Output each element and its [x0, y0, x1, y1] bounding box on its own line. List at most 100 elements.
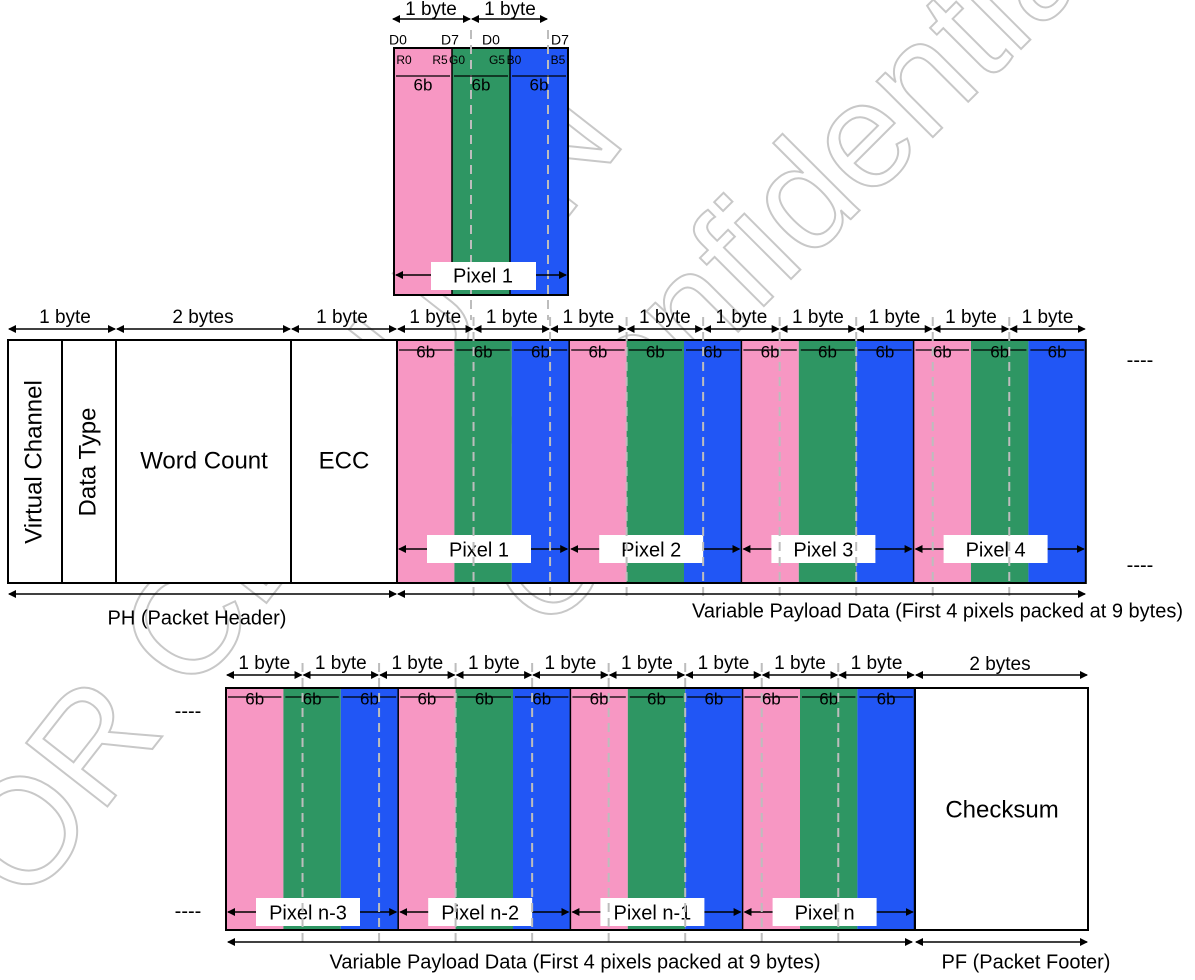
payload_bottom-pixel-2-blue-segment	[513, 688, 571, 930]
payload_bottom-pixel-2-green-segment	[455, 688, 513, 930]
payload_top-6b-label: 6b	[761, 342, 780, 361]
payload_bottom-pixel-1-red-segment	[226, 688, 284, 930]
payload_bottom-6b-label: 6b	[532, 689, 551, 708]
payload_bottom-6b-label: 6b	[475, 689, 494, 708]
pixel-detail-bit-marker: D0	[482, 32, 500, 48]
payload_bottom-pixel-label-2: Pixel n-2	[441, 902, 519, 924]
pixel-detail-6b-label: 6b	[472, 75, 491, 94]
payload_bottom-pixel-label-bg	[772, 898, 877, 926]
payload_top-6b-label: 6b	[703, 342, 722, 361]
payload_top-pixel-label-bg	[599, 535, 704, 563]
field-ecc: ECC	[319, 447, 370, 474]
payload_top-6b-label: 6b	[474, 342, 493, 361]
payload_bottom-pixel-3-green-segment	[627, 688, 686, 930]
payload_bottom-6b-label: 6b	[360, 689, 379, 708]
payload-top-continuation: ----	[1127, 349, 1154, 371]
payload_bottom-pixel-label-bg	[428, 898, 533, 926]
pixel-detail-pixel-label: Pixel 1	[453, 265, 513, 287]
payload_bottom-6b-label: 6b	[762, 689, 781, 708]
payload_bottom-pixel-label-bg	[256, 898, 360, 926]
payload_bottom-6b-label: 6b	[590, 689, 609, 708]
payload_bottom-6b-label: 6b	[819, 689, 838, 708]
payload_top-6b-label: 6b	[875, 342, 894, 361]
payload_top-6b-label: 6b	[933, 342, 952, 361]
payload_top-pixel-label-4: Pixel 4	[966, 539, 1026, 561]
payload_bottom-pixel-1-green-segment	[283, 688, 341, 930]
payload-top-caption: Variable Payload Data (First 4 pixels pa…	[692, 600, 1183, 622]
payload_bottom-pixel-4-green-segment	[800, 688, 858, 930]
payload_top-pixel-label-2: Pixel 2	[621, 539, 681, 561]
pixel-detail-subfield-label: G5	[489, 53, 505, 67]
payload_top-byte-label: 1 byte	[486, 307, 538, 328]
header-byte-label: 2 bytes	[172, 307, 233, 328]
payload_bottom-pixel-label-4: Pixel n	[795, 902, 855, 924]
payload_bottom-byte-label: 1 byte	[621, 653, 673, 674]
payload_top-6b-label: 6b	[990, 342, 1009, 361]
pixel-detail-bit-marker: D7	[441, 32, 459, 48]
payload_bottom-6b-label: 6b	[417, 689, 436, 708]
payload_top-byte-label: 1 byte	[792, 307, 844, 328]
payload_top-pixel-label-bg	[771, 535, 876, 563]
pixel-detail-subfield-label: B5	[551, 53, 566, 67]
payload_top-byte-label: 1 byte	[716, 307, 768, 328]
payload_top-pixel-label-3: Pixel 3	[793, 539, 853, 561]
pixel-detail-byte-label: 1 byte	[405, 0, 457, 20]
pixel-detail-subfield-label: G0	[449, 53, 465, 67]
footer-byte-label: 2 bytes	[969, 654, 1030, 675]
payload_bottom-byte-label: 1 byte	[315, 653, 367, 674]
payload_bottom-pixel-1-blue-segment	[340, 688, 399, 930]
payload_top-byte-label: 1 byte	[639, 307, 691, 328]
payload_top-6b-label: 6b	[1048, 342, 1067, 361]
payload_top-pixel-label-bg	[943, 535, 1048, 563]
payload_bottom-pixel-3-red-segment	[570, 688, 628, 930]
payload-bottom-continuation: ----	[175, 700, 202, 722]
payload-bottom-caption: Variable Payload Data (First 4 pixels pa…	[330, 951, 821, 973]
pixel-detail-red-segment	[394, 48, 452, 295]
payload_bottom-byte-label: 1 byte	[468, 653, 520, 674]
field-word-count: Word Count	[140, 447, 268, 474]
payload_top-pixel-label-bg	[427, 535, 531, 563]
payload_bottom-pixel-label-bg	[600, 898, 705, 926]
pixel-detail-6b-label: 6b	[530, 75, 549, 94]
payload_bottom-6b-label: 6b	[303, 689, 322, 708]
payload_bottom-byte-label: 1 byte	[238, 653, 290, 674]
payload_bottom-6b-label: 6b	[245, 689, 264, 708]
pixel-detail-subfield-label: R0	[396, 53, 412, 67]
payload_bottom-byte-label: 1 byte	[391, 653, 443, 674]
payload_top-byte-label: 1 byte	[945, 307, 997, 328]
payload_bottom-6b-label: 6b	[877, 689, 896, 708]
pixel-detail-byte-label: 1 byte	[484, 0, 536, 20]
payload_top-byte-label: 1 byte	[1022, 307, 1074, 328]
footer-caption: PF (Packet Footer)	[942, 951, 1111, 973]
payload_bottom-byte-label: 1 byte	[774, 653, 826, 674]
checksum-box	[914, 687, 1089, 931]
pixel-detail-green-segment	[452, 48, 510, 295]
payload_top-6b-label: 6b	[416, 342, 435, 361]
payload_top-6b-label: 6b	[818, 342, 837, 361]
payload_bottom-pixel-3-blue-segment	[685, 688, 743, 930]
payload_bottom-pixel-label-1: Pixel n-3	[269, 902, 347, 924]
payload_top-pixel-label-1: Pixel 1	[449, 539, 509, 561]
pixel-detail-bit-marker: D7	[551, 32, 569, 48]
header-caption: PH (Packet Header)	[108, 607, 287, 629]
field-checksum: Checksum	[945, 796, 1058, 823]
pixel-detail-6b-label: 6b	[414, 75, 433, 94]
payload_top-byte-label: 1 byte	[869, 307, 921, 328]
pixel-detail-subfield-label: B0	[507, 53, 522, 67]
payload_top-byte-label: 1 byte	[409, 307, 461, 328]
payload_bottom-6b-label: 6b	[647, 689, 666, 708]
pixel-detail-outline	[393, 47, 569, 296]
payload_bottom-byte-label: 1 byte	[545, 653, 597, 674]
payload_top-6b-label: 6b	[531, 342, 550, 361]
payload_bottom-pixel-4-red-segment	[742, 688, 800, 930]
field-virtual-channel: Virtual Channel	[20, 380, 47, 544]
payload-top-continuation: ----	[1127, 554, 1154, 576]
payload_bottom-byte-label: 1 byte	[851, 653, 903, 674]
pixel-detail-bit-marker: D0	[389, 32, 407, 48]
pixel-detail-pixel-label-bg	[431, 262, 536, 290]
pixel-detail-subfield-label: R5	[432, 53, 448, 67]
payload_top-6b-label: 6b	[646, 342, 665, 361]
payload_bottom-pixel-2-red-segment	[398, 688, 456, 930]
payload_bottom-pixel-label-3: Pixel n-1	[613, 902, 691, 924]
